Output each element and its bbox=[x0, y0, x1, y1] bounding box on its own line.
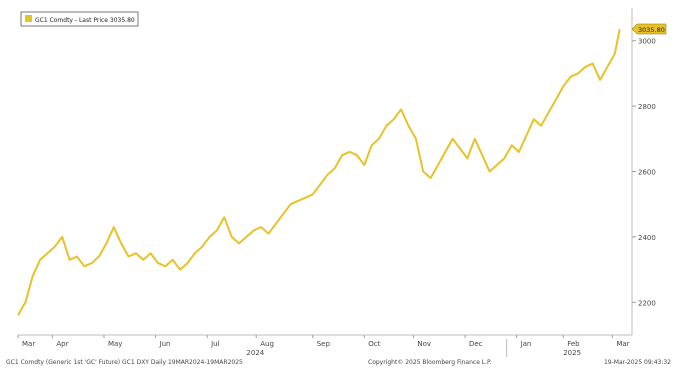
x-tick-label: Aug bbox=[260, 340, 274, 348]
series-layer bbox=[17, 28, 621, 316]
y-tick-label: 3000 bbox=[638, 38, 656, 46]
y-tick-label: 2600 bbox=[638, 169, 656, 177]
x-tick-label: Jul bbox=[210, 340, 220, 348]
x-tick-label: Jan bbox=[520, 340, 532, 348]
last-price-tag bbox=[631, 23, 667, 35]
legend-box bbox=[20, 11, 139, 27]
x-tick-label: Apr bbox=[56, 340, 68, 348]
x-tick-label: Mar bbox=[22, 340, 35, 348]
footer-left: GC1 Comdty (Generic 1st 'GC' Future) GC1… bbox=[6, 359, 243, 366]
footer-right: 19-Mar-2025 09:43:32 bbox=[604, 359, 671, 366]
y-tick-label: 2400 bbox=[638, 234, 656, 242]
x-tick-label: Sep bbox=[317, 340, 331, 348]
axes: 2200 2400 2600 2800 3000 Mar Apr May Jun Jul Aug Se… bbox=[17, 8, 667, 357]
y-tick-label: 2200 bbox=[638, 299, 656, 307]
x-tick-label: May bbox=[108, 340, 122, 348]
x-tick-label: Mar bbox=[616, 340, 629, 348]
x-tick-label: Oct bbox=[368, 340, 380, 348]
legend-swatch bbox=[25, 15, 32, 22]
x-tick-label: Feb bbox=[567, 340, 580, 348]
x-tick-label: Nov bbox=[417, 340, 431, 348]
y-tick-label: 2800 bbox=[638, 103, 656, 111]
x-tick-label: Jun bbox=[159, 340, 171, 348]
year-label: 2025 bbox=[563, 349, 581, 357]
footer-center: Copyright© 2025 Bloomberg Finance L.P. bbox=[368, 359, 492, 366]
footer: GC1 Comdty (Generic 1st 'GC' Future) GC1… bbox=[6, 359, 671, 366]
price-line bbox=[17, 28, 621, 316]
last-price-label: 3035.80 bbox=[638, 26, 665, 34]
x-tick-label: Dec bbox=[469, 340, 483, 348]
year-label: 2024 bbox=[246, 349, 264, 357]
legend: GC1 Comdty - Last Price 3035.80 bbox=[20, 11, 139, 27]
legend-label: GC1 Comdty - Last Price 3035.80 bbox=[35, 17, 135, 24]
